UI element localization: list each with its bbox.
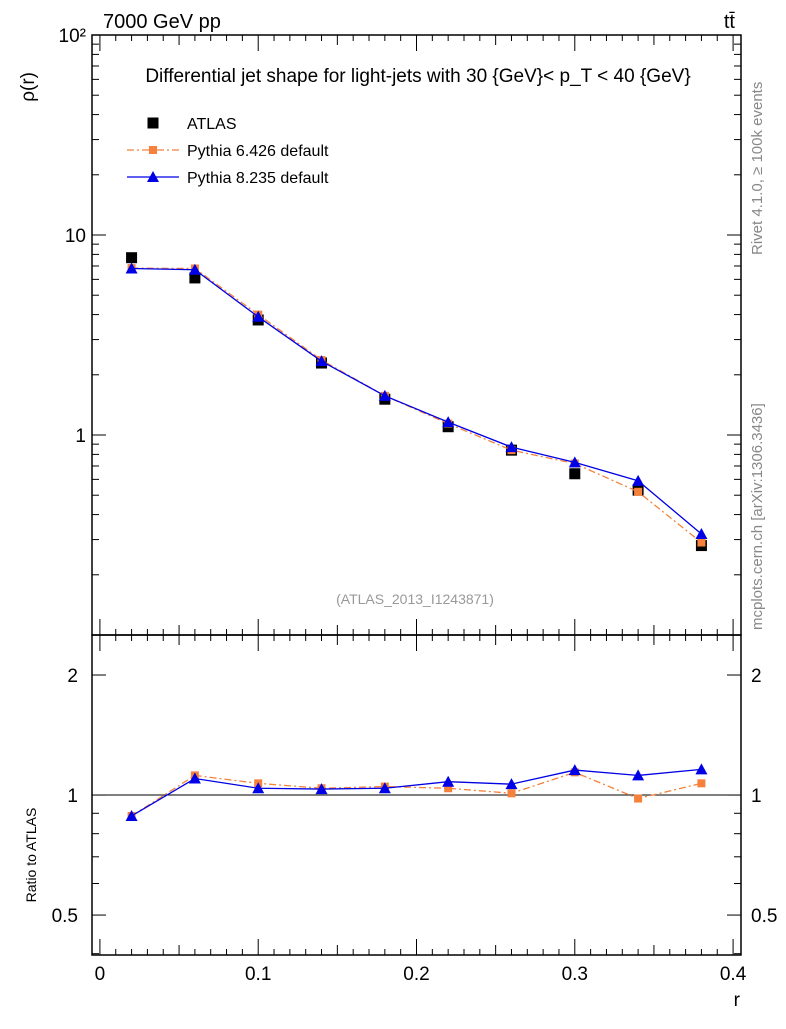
ratio-series-line — [131, 771, 702, 817]
main-data-point — [695, 527, 708, 539]
ratio-data-point — [252, 782, 265, 794]
main-data-point — [632, 474, 645, 486]
x-tick-label: 0.1 — [245, 964, 271, 985]
legend-marker — [147, 171, 159, 182]
main-data-point — [442, 416, 455, 428]
main-data-point — [378, 389, 391, 401]
ratio-data-point — [634, 794, 643, 803]
main-data-point — [569, 468, 581, 480]
legend-marker — [149, 146, 157, 154]
ratio-data-point — [125, 809, 138, 821]
ratio-data-point — [507, 789, 516, 798]
x-tick-label: 0 — [95, 964, 106, 985]
main-series-line — [131, 267, 702, 544]
header-right: tt̄ — [724, 11, 736, 33]
main-series-line — [131, 267, 702, 535]
y-tick-label: 1 — [75, 426, 86, 447]
legend-label: ATLAS — [187, 116, 237, 133]
x-axis-label: r — [734, 990, 741, 1011]
main-data-point — [189, 272, 201, 284]
ratio-data-point — [442, 775, 455, 787]
y-tick-label: 10 — [65, 226, 86, 247]
ratio-y-tick-label-right: 2 — [751, 666, 762, 687]
main-data-point — [505, 441, 518, 453]
side-label-top: Rivet 4.1.0, ≥ 100k events — [749, 82, 766, 255]
chart-title: Differential jet shape for light-jets wi… — [145, 66, 690, 87]
ratio-y-tick-label: 1 — [67, 786, 78, 807]
y-tick-label: 10² — [59, 26, 86, 47]
ratio-y-tick-label-right: 0.5 — [751, 906, 777, 927]
ratio-data-point — [378, 782, 391, 794]
ratio-data-point — [568, 764, 581, 776]
main-data-point — [188, 263, 201, 275]
x-tick-label: 0.3 — [562, 964, 588, 985]
ratio-y-axis-label: Ratio to ATLAS — [23, 808, 39, 903]
side-label-bottom: mcplots.cern.ch [arXiv:1306.3436] — [749, 403, 766, 630]
x-tick-label: 0.2 — [403, 964, 429, 985]
main-data-point — [697, 538, 706, 547]
x-tick-label: 0.4 — [720, 964, 747, 985]
legend-marker — [147, 117, 159, 129]
ratio-data-point — [315, 783, 328, 795]
header-left: 7000 GeV pp — [103, 11, 221, 33]
main-data-point — [315, 355, 328, 367]
main-data-point — [568, 456, 581, 468]
legend-label: Pythia 8.235 default — [187, 170, 329, 187]
y-axis-label: ρ(r) — [18, 72, 39, 102]
ratio-data-point — [505, 778, 518, 790]
watermark: (ATLAS_2013_I1243871) — [336, 591, 494, 607]
ratio-data-point — [444, 784, 453, 793]
main-data-point — [252, 310, 265, 322]
main-data-point — [125, 262, 138, 274]
main-data-point — [634, 487, 643, 496]
ratio-series-line — [131, 768, 702, 817]
legend-label: Pythia 6.426 default — [187, 143, 329, 160]
ratio-data-point — [188, 772, 201, 784]
ratio-data-point — [697, 779, 706, 788]
ratio-data-point — [632, 769, 645, 781]
ratio-y-tick-label-right: 1 — [751, 786, 762, 807]
main-data-point — [126, 252, 138, 264]
ratio-y-tick-label: 0.5 — [52, 906, 78, 927]
legend: ATLAS Pythia 6.426 default Pythia 8.235 de… — [127, 116, 329, 187]
ratio-data-point — [695, 763, 708, 775]
ratio-y-tick-label: 2 — [67, 666, 78, 687]
